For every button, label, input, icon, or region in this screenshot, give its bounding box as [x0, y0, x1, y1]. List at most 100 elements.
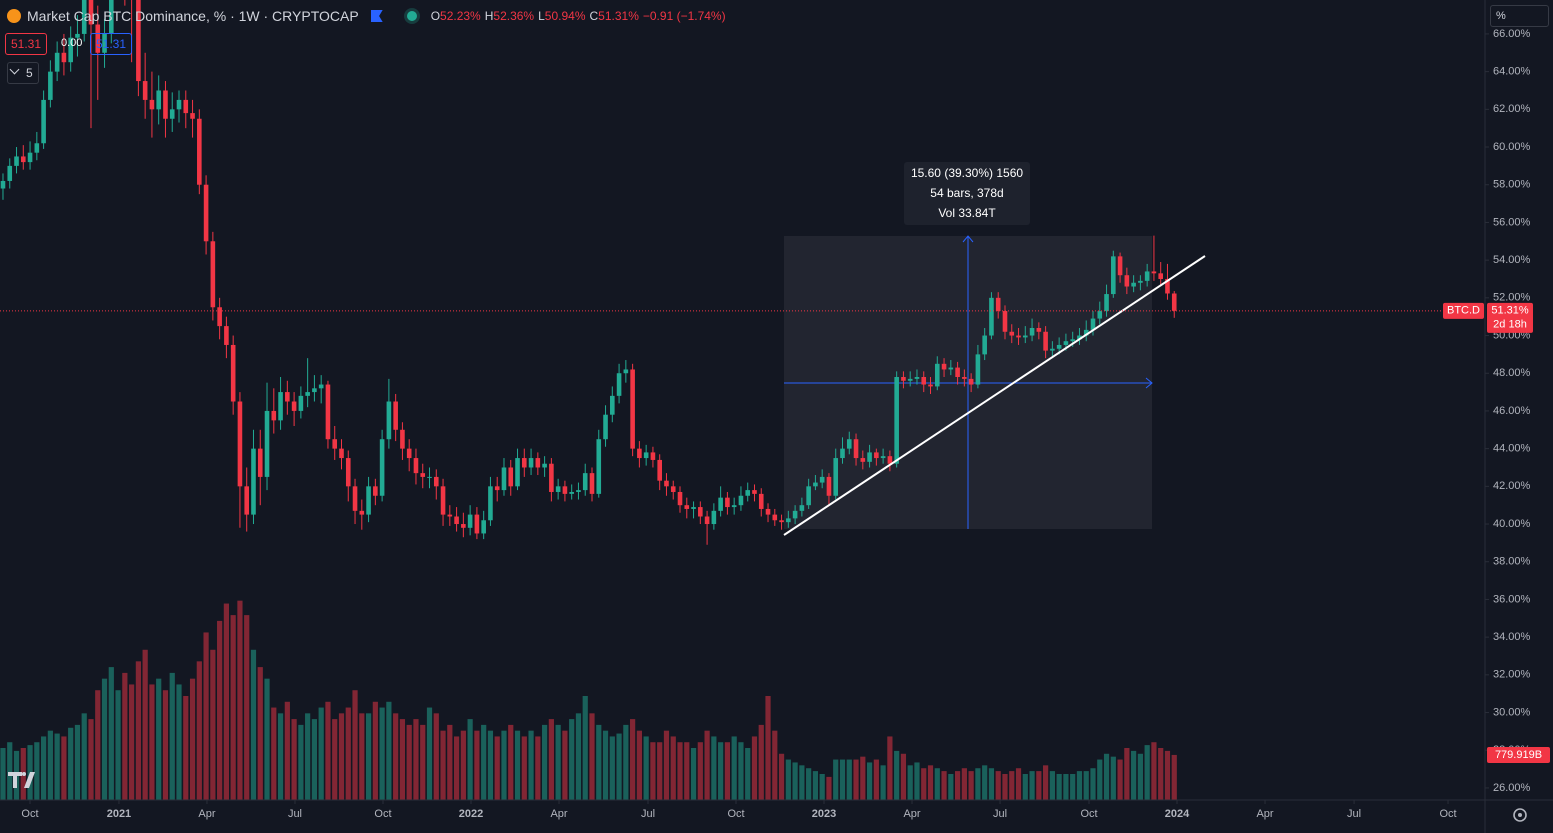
candle-body	[136, 0, 141, 82]
volume-bar	[1022, 774, 1028, 800]
volume-bar	[34, 742, 40, 800]
countdown: 2d 18h	[1493, 319, 1527, 331]
candle-body	[738, 495, 744, 506]
volume-bar	[643, 736, 649, 800]
volume-bar	[833, 759, 839, 800]
bid-badge[interactable]: 51.31	[5, 33, 48, 55]
volume-bar	[819, 774, 825, 800]
volume-bar	[765, 696, 771, 800]
symbol-title[interactable]: Market Cap BTC Dominance, % · 1W · CRYPT…	[27, 8, 359, 24]
candle-body	[379, 439, 385, 496]
measure-text: 15.60 (39.30%) 1560	[910, 166, 1024, 180]
candle-body	[995, 297, 1001, 312]
candle-body	[698, 507, 703, 517]
candle-body	[542, 463, 547, 468]
volume-bar	[264, 678, 270, 800]
volume-bar	[142, 649, 148, 800]
volume-bar	[74, 724, 81, 800]
candle-body	[887, 456, 893, 464]
volume-bar	[907, 765, 913, 800]
volume-bar	[386, 701, 392, 800]
volume-bar	[542, 724, 548, 800]
candle-body	[1002, 311, 1008, 332]
volume-bar	[223, 603, 229, 800]
candle-body	[1063, 341, 1069, 345]
candle-body	[941, 363, 947, 370]
volume-bar	[792, 762, 798, 800]
candle-body	[75, 33, 80, 38]
volume-bar	[921, 768, 927, 800]
volume-bar	[704, 730, 710, 800]
volume-bar	[650, 742, 656, 800]
candle-body	[833, 458, 839, 496]
volume-bar	[853, 759, 859, 800]
candle-body	[657, 459, 662, 481]
candle-body	[230, 344, 236, 402]
candle-body	[806, 486, 811, 506]
ohlc-key: L	[538, 9, 545, 23]
volume-bar	[555, 724, 561, 800]
volume-bar	[548, 719, 554, 800]
candle-body	[14, 156, 19, 166]
indicators-toggle[interactable]: 5	[7, 62, 39, 84]
flag-icon[interactable]	[370, 10, 383, 22]
ohlc-value: 51.31%	[598, 9, 639, 23]
candle-body	[142, 81, 148, 100]
ask-badge[interactable]: 51.31	[90, 33, 133, 55]
volume-bar	[718, 742, 724, 800]
volume-bar	[697, 742, 703, 800]
volume-bar	[244, 615, 250, 800]
candle-body	[224, 326, 229, 345]
y-tick-label: 34.00%	[1493, 631, 1531, 643]
scale-mode-input[interactable]: %	[1490, 5, 1549, 27]
volume-bar	[866, 762, 873, 800]
candle-body	[975, 354, 981, 385]
candle-body	[1171, 293, 1177, 311]
candle-body	[359, 510, 365, 515]
candle-body	[373, 486, 378, 496]
candle-body	[332, 439, 338, 449]
candle-body	[1009, 331, 1015, 336]
ohlc-values: O52.23% H52.36% L50.94% C51.31% −0.91 (−1.74…	[431, 9, 726, 23]
volume-bar	[271, 707, 277, 800]
candle-body	[637, 448, 642, 459]
ohlc-change: −0.91 (−1.74%)	[642, 9, 726, 23]
x-tick-label: Jul	[641, 808, 655, 820]
volume-bar	[453, 736, 460, 800]
candle-body	[1144, 271, 1150, 281]
candle-body	[704, 516, 710, 525]
volume-bar	[291, 719, 297, 800]
y-tick-label: 64.00%	[1493, 66, 1531, 78]
candle-body	[197, 118, 202, 185]
volume-bar	[602, 730, 609, 800]
candle-body	[454, 516, 459, 525]
trend-line[interactable]	[783, 255, 1206, 536]
candle-body	[1111, 256, 1116, 295]
volume-bar	[1110, 756, 1116, 800]
settings-icon[interactable]	[1513, 808, 1527, 822]
candle-body	[894, 377, 899, 464]
candle-body	[664, 480, 669, 487]
candle-body	[1036, 327, 1042, 332]
volume-bar	[1097, 759, 1103, 800]
volume-bar	[1131, 750, 1137, 800]
candle-body	[962, 377, 967, 379]
volume-bar	[589, 713, 595, 800]
volume-bar	[1158, 748, 1164, 800]
volume-bar	[494, 736, 500, 800]
candle-body	[1124, 275, 1130, 287]
volume-bar	[616, 733, 622, 800]
candle-body	[163, 90, 168, 119]
candle-body	[501, 467, 507, 491]
volume-bar	[914, 762, 920, 800]
volume-bar	[934, 768, 940, 800]
candle-body	[156, 90, 161, 110]
candle-body	[1056, 344, 1062, 349]
ohlc-key: O	[430, 9, 441, 23]
y-tick-label: 52.00%	[1493, 292, 1531, 304]
volume-bar	[54, 733, 60, 800]
volume-bar	[873, 759, 879, 800]
volume-bar	[284, 701, 290, 800]
candle-body	[718, 497, 723, 511]
candle-body	[589, 473, 595, 494]
